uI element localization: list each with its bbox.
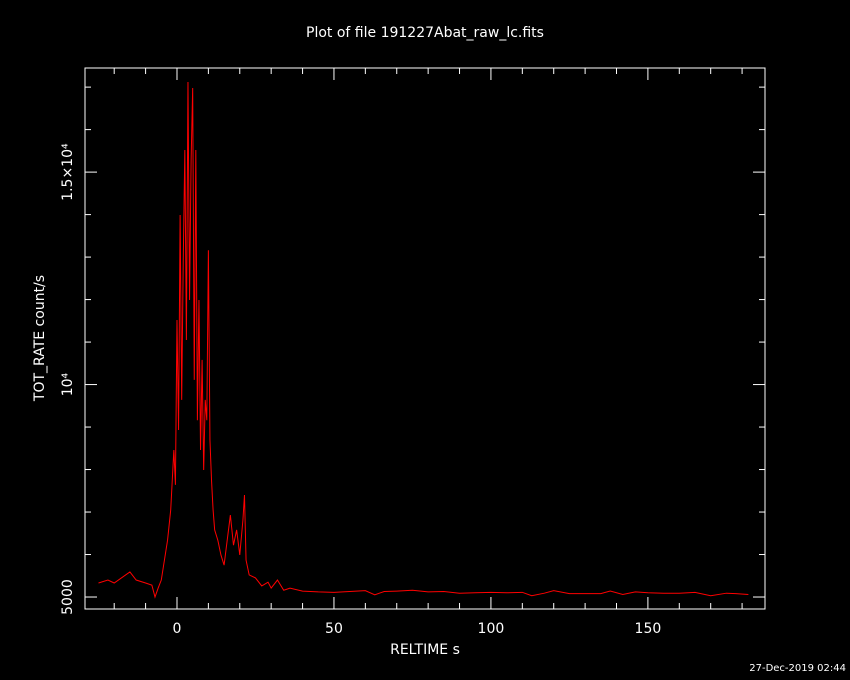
x-axis-label: RELTIME s: [390, 642, 460, 658]
y-tick-label: 5000: [60, 579, 76, 615]
x-tick-label: 0: [173, 621, 182, 637]
plot-frame: [84, 67, 766, 610]
data-line: [98, 82, 749, 599]
chart-title: Plot of file 191227Abat_raw_lc.fits: [306, 25, 544, 41]
y-tick-label: 10⁴: [60, 372, 76, 396]
x-tick-label: 100: [478, 621, 505, 637]
y-tick-label: 1.5×10⁴: [60, 143, 76, 201]
x-tick-label: 50: [325, 621, 343, 637]
y-axis-label: TOT_RATE count/s: [32, 275, 48, 402]
footer-date: 27-Dec-2019 02:44: [749, 663, 846, 674]
x-tick-label: 150: [635, 621, 662, 637]
